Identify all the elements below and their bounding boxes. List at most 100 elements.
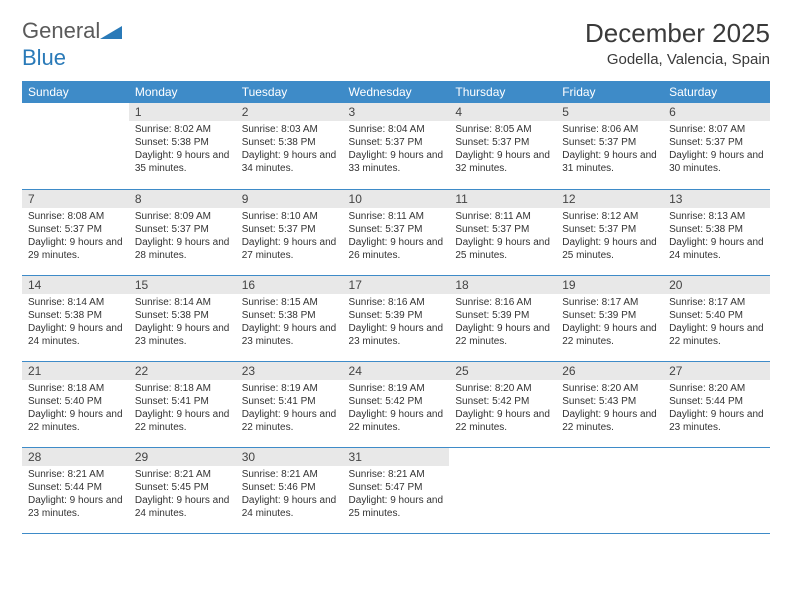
day-details: Sunrise: 8:16 AMSunset: 5:39 PMDaylight:… [449,294,556,352]
weekday-header: Saturday [663,81,770,103]
day-details: Sunrise: 8:12 AMSunset: 5:37 PMDaylight:… [556,208,663,266]
day-details: Sunrise: 8:14 AMSunset: 5:38 PMDaylight:… [22,294,129,352]
daylight-text: Daylight: 9 hours and 24 minutes. [669,236,764,262]
day-details: Sunrise: 8:15 AMSunset: 5:38 PMDaylight:… [236,294,343,352]
daylight-text: Daylight: 9 hours and 23 minutes. [669,408,764,434]
daylight-text: Daylight: 9 hours and 33 minutes. [349,149,444,175]
sunrise-text: Sunrise: 8:04 AM [349,123,444,136]
calendar-cell: 16Sunrise: 8:15 AMSunset: 5:38 PMDayligh… [236,275,343,361]
sunrise-text: Sunrise: 8:12 AM [562,210,657,223]
day-details: Sunrise: 8:16 AMSunset: 5:39 PMDaylight:… [343,294,450,352]
calendar-cell: 18Sunrise: 8:16 AMSunset: 5:39 PMDayligh… [449,275,556,361]
calendar-cell: 11Sunrise: 8:11 AMSunset: 5:37 PMDayligh… [449,189,556,275]
sunrise-text: Sunrise: 8:19 AM [349,382,444,395]
calendar-cell: 4Sunrise: 8:05 AMSunset: 5:37 PMDaylight… [449,103,556,189]
day-number: 10 [343,190,450,208]
sunset-text: Sunset: 5:38 PM [242,136,337,149]
sunset-text: Sunset: 5:37 PM [455,223,550,236]
day-details: Sunrise: 8:11 AMSunset: 5:37 PMDaylight:… [449,208,556,266]
sunset-text: Sunset: 5:43 PM [562,395,657,408]
sunset-text: Sunset: 5:37 PM [669,136,764,149]
daylight-text: Daylight: 9 hours and 30 minutes. [669,149,764,175]
day-number [22,103,129,107]
weekday-header: Sunday [22,81,129,103]
day-details: Sunrise: 8:06 AMSunset: 5:37 PMDaylight:… [556,121,663,179]
daylight-text: Daylight: 9 hours and 22 minutes. [349,408,444,434]
day-number: 8 [129,190,236,208]
calendar-cell [663,447,770,533]
daylight-text: Daylight: 9 hours and 25 minutes. [562,236,657,262]
weekday-header: Monday [129,81,236,103]
day-number [663,448,770,452]
day-details: Sunrise: 8:19 AMSunset: 5:41 PMDaylight:… [236,380,343,438]
day-number: 25 [449,362,556,380]
daylight-text: Daylight: 9 hours and 34 minutes. [242,149,337,175]
day-details: Sunrise: 8:13 AMSunset: 5:38 PMDaylight:… [663,208,770,266]
day-details: Sunrise: 8:10 AMSunset: 5:37 PMDaylight:… [236,208,343,266]
day-details: Sunrise: 8:20 AMSunset: 5:43 PMDaylight:… [556,380,663,438]
calendar-cell: 22Sunrise: 8:18 AMSunset: 5:41 PMDayligh… [129,361,236,447]
location-label: Godella, Valencia, Spain [585,51,770,68]
sunset-text: Sunset: 5:37 PM [349,136,444,149]
sunrise-text: Sunrise: 8:21 AM [135,468,230,481]
calendar-body: 1Sunrise: 8:02 AMSunset: 5:38 PMDaylight… [22,103,770,533]
day-number: 22 [129,362,236,380]
day-details: Sunrise: 8:19 AMSunset: 5:42 PMDaylight:… [343,380,450,438]
day-number: 20 [663,276,770,294]
sunrise-text: Sunrise: 8:08 AM [28,210,123,223]
calendar-cell: 29Sunrise: 8:21 AMSunset: 5:45 PMDayligh… [129,447,236,533]
daylight-text: Daylight: 9 hours and 27 minutes. [242,236,337,262]
calendar-cell: 14Sunrise: 8:14 AMSunset: 5:38 PMDayligh… [22,275,129,361]
daylight-text: Daylight: 9 hours and 24 minutes. [135,494,230,520]
sunrise-text: Sunrise: 8:18 AM [135,382,230,395]
calendar-cell: 26Sunrise: 8:20 AMSunset: 5:43 PMDayligh… [556,361,663,447]
calendar-cell [449,447,556,533]
day-number: 6 [663,103,770,121]
calendar-cell [556,447,663,533]
day-details: Sunrise: 8:20 AMSunset: 5:44 PMDaylight:… [663,380,770,438]
day-details: Sunrise: 8:17 AMSunset: 5:39 PMDaylight:… [556,294,663,352]
sunset-text: Sunset: 5:39 PM [455,309,550,322]
sunset-text: Sunset: 5:38 PM [135,136,230,149]
daylight-text: Daylight: 9 hours and 29 minutes. [28,236,123,262]
sunset-text: Sunset: 5:37 PM [242,223,337,236]
calendar-cell: 10Sunrise: 8:11 AMSunset: 5:37 PMDayligh… [343,189,450,275]
day-number: 5 [556,103,663,121]
sunrise-text: Sunrise: 8:18 AM [28,382,123,395]
day-details: Sunrise: 8:18 AMSunset: 5:41 PMDaylight:… [129,380,236,438]
day-details: Sunrise: 8:11 AMSunset: 5:37 PMDaylight:… [343,208,450,266]
calendar-cell: 15Sunrise: 8:14 AMSunset: 5:38 PMDayligh… [129,275,236,361]
daylight-text: Daylight: 9 hours and 22 minutes. [562,408,657,434]
calendar-cell: 20Sunrise: 8:17 AMSunset: 5:40 PMDayligh… [663,275,770,361]
sunset-text: Sunset: 5:40 PM [28,395,123,408]
day-details: Sunrise: 8:21 AMSunset: 5:46 PMDaylight:… [236,466,343,524]
sunset-text: Sunset: 5:47 PM [349,481,444,494]
sunrise-text: Sunrise: 8:14 AM [135,296,230,309]
daylight-text: Daylight: 9 hours and 25 minutes. [455,236,550,262]
month-title: December 2025 [585,18,770,49]
day-details: Sunrise: 8:08 AMSunset: 5:37 PMDaylight:… [22,208,129,266]
day-number: 21 [22,362,129,380]
day-number [556,448,663,452]
sunset-text: Sunset: 5:37 PM [135,223,230,236]
sunrise-text: Sunrise: 8:14 AM [28,296,123,309]
daylight-text: Daylight: 9 hours and 22 minutes. [669,322,764,348]
day-number: 2 [236,103,343,121]
daylight-text: Daylight: 9 hours and 23 minutes. [349,322,444,348]
sunset-text: Sunset: 5:37 PM [349,223,444,236]
sunrise-text: Sunrise: 8:15 AM [242,296,337,309]
day-number: 12 [556,190,663,208]
sunrise-text: Sunrise: 8:11 AM [349,210,444,223]
logo-text: General Blue [22,18,122,71]
weekday-header: Friday [556,81,663,103]
weekday-header: Thursday [449,81,556,103]
day-number: 23 [236,362,343,380]
sunset-text: Sunset: 5:41 PM [242,395,337,408]
day-number: 13 [663,190,770,208]
day-details: Sunrise: 8:02 AMSunset: 5:38 PMDaylight:… [129,121,236,179]
calendar-cell: 7Sunrise: 8:08 AMSunset: 5:37 PMDaylight… [22,189,129,275]
day-details: Sunrise: 8:20 AMSunset: 5:42 PMDaylight:… [449,380,556,438]
sunrise-text: Sunrise: 8:10 AM [242,210,337,223]
sunrise-text: Sunrise: 8:03 AM [242,123,337,136]
sunrise-text: Sunrise: 8:20 AM [562,382,657,395]
